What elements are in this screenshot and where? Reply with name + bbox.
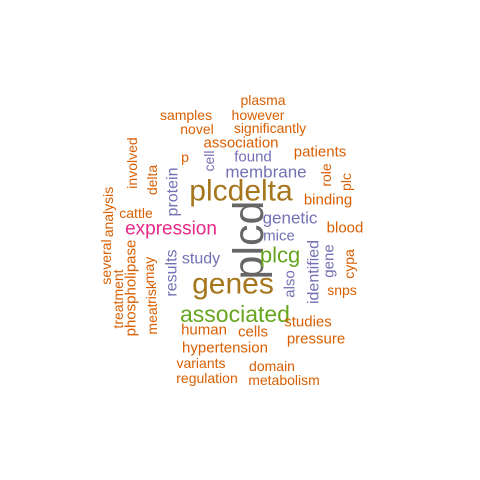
word-32: pressure (287, 331, 345, 348)
word-7: genetic (263, 209, 318, 228)
word-40: delta (144, 165, 160, 196)
word-31: studies (284, 314, 332, 331)
word-49: meat (144, 303, 160, 334)
word-cloud-words: plcdplcdeltagenesassociatedplcgexpressio… (98, 92, 363, 388)
word-34: human (181, 322, 227, 339)
word-22: significantly (234, 120, 306, 136)
word-3: associated (180, 301, 290, 327)
word-44: several (98, 239, 114, 284)
word-43: cattle (119, 205, 153, 221)
word-33: cells (238, 324, 268, 341)
word-0: plcd (225, 201, 273, 280)
word-18: plasma (240, 92, 285, 108)
word-42: analysis (100, 187, 116, 238)
word-16: also (282, 270, 299, 298)
word-28: blood (327, 220, 364, 237)
word-46: phospholipase (123, 240, 140, 337)
word-39: metabolism (248, 372, 320, 388)
word-41: involved (124, 137, 140, 188)
word-6: membrane (225, 163, 306, 182)
word-27: binding (304, 192, 352, 209)
word-21: novel (180, 121, 213, 137)
word-20: samples (160, 107, 212, 123)
word-15: gene (321, 244, 338, 277)
word-4: plcg (260, 243, 300, 268)
word-30: snps (327, 282, 357, 298)
word-36: variants (176, 355, 225, 371)
word-9: study (182, 251, 220, 268)
word-47: may (141, 257, 157, 283)
word-38: regulation (176, 370, 238, 386)
word-29: cypa (341, 249, 357, 279)
word-11: results (164, 249, 181, 296)
word-23: p (181, 149, 189, 165)
word-48: risk (143, 281, 159, 304)
word-1: plcdelta (189, 175, 293, 208)
word-35: hypertension (182, 340, 268, 357)
word-37: domain (249, 358, 295, 374)
word-5: expression (125, 219, 217, 240)
word-13: cell (201, 150, 217, 171)
word-14: identified (306, 240, 323, 304)
word-8: mice (263, 228, 295, 245)
word-17: association (203, 135, 278, 152)
word-10: found (234, 149, 272, 166)
word-26: plc (338, 173, 354, 191)
word-45: treatment (110, 269, 126, 328)
word-25: role (318, 163, 334, 187)
word-12: protein (165, 168, 182, 217)
word-19: however (232, 107, 285, 123)
word-24: patients (294, 144, 347, 161)
word-2: genes (192, 268, 274, 301)
